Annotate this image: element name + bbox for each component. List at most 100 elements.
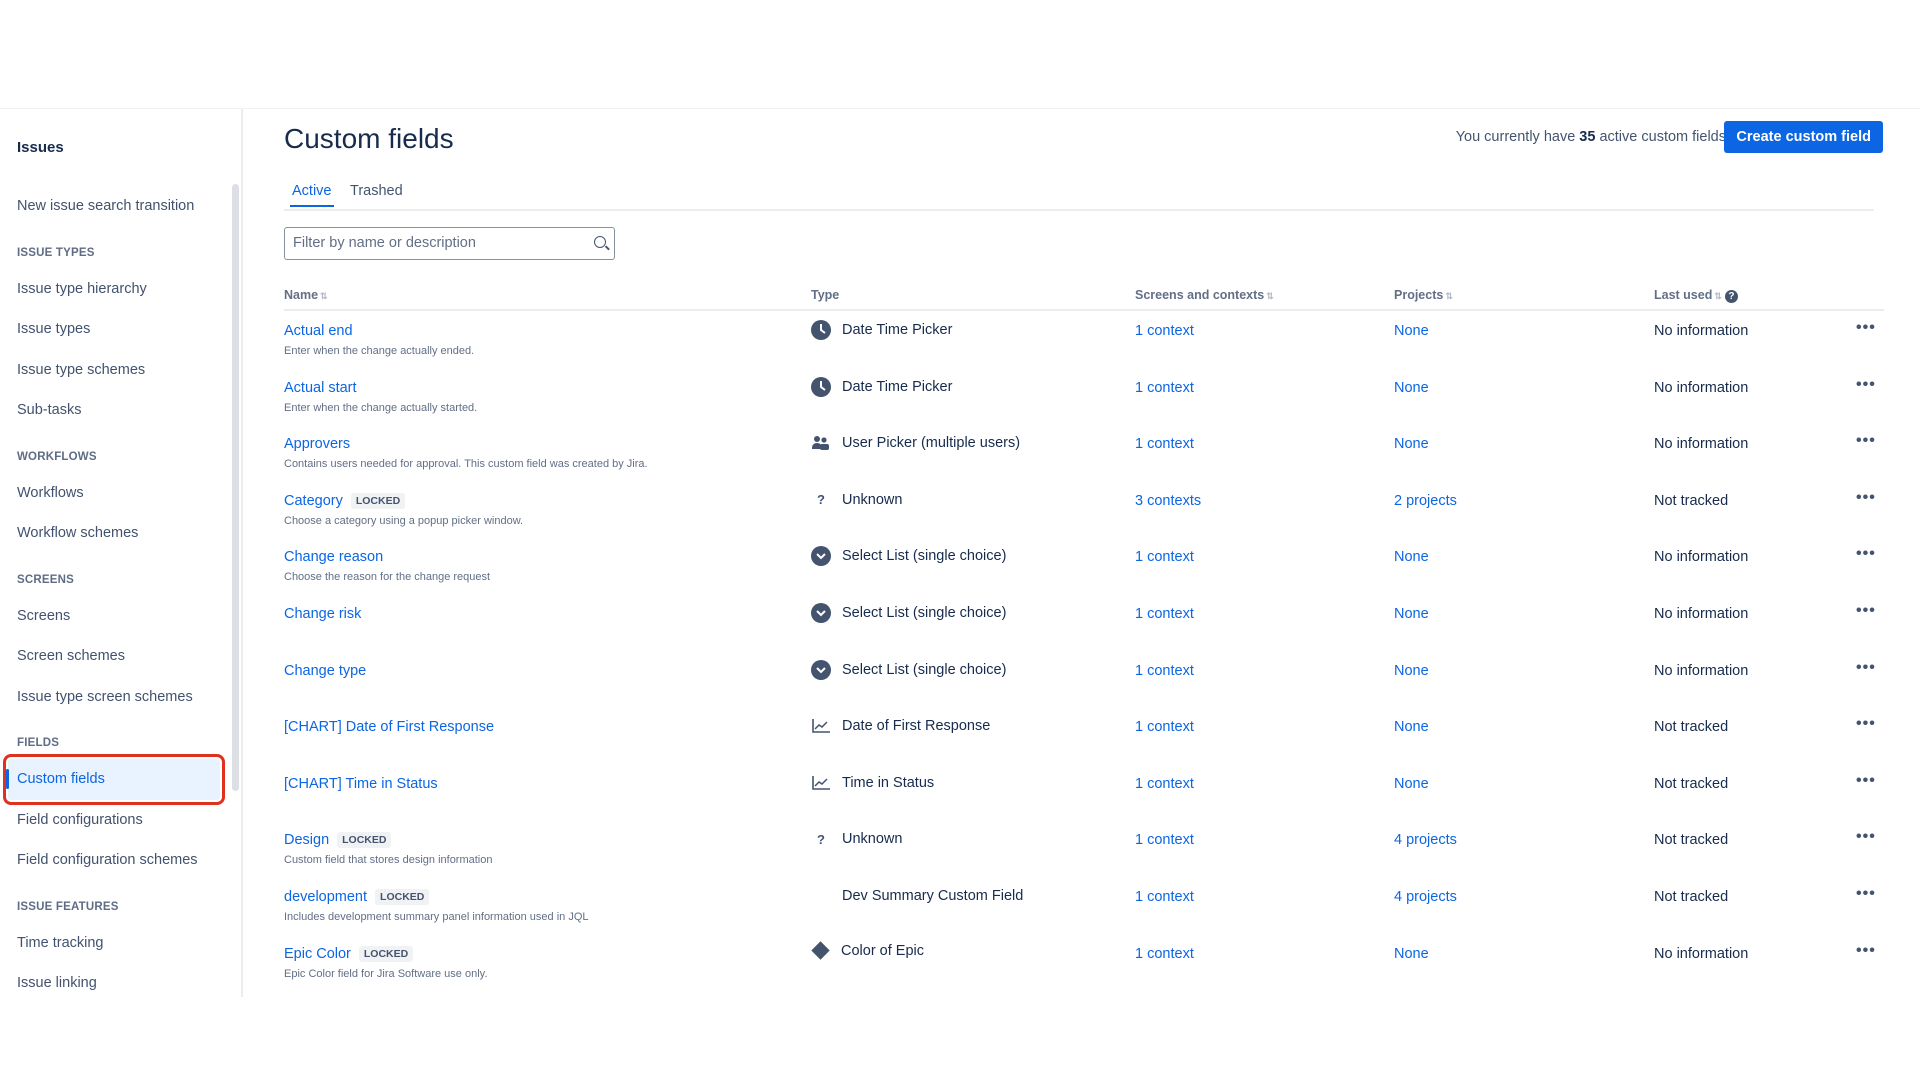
projects-link[interactable]: 2 projects xyxy=(1394,492,1457,509)
filter-input[interactable]: Filter by name or description xyxy=(284,227,615,260)
projects-link[interactable]: None xyxy=(1394,605,1429,622)
field-name-cell: Change reason xyxy=(284,549,383,565)
sidebar-item-issue-type-schemes[interactable]: Issue type schemes xyxy=(17,361,146,378)
field-name-link[interactable]: [CHART] Date of First Response xyxy=(284,719,495,736)
field-type-label: Date of First Response xyxy=(842,718,991,735)
app: Issues New issue search transition ISSUE … xyxy=(0,108,1920,997)
sidebar-item-issue-linking[interactable]: Issue linking xyxy=(17,975,97,991)
sidebar-item-issue-type-hierarchy[interactable]: Issue type hierarchy xyxy=(17,280,147,297)
projects-link[interactable]: None xyxy=(1394,945,1429,962)
sidebar-item-field-configurations[interactable]: Field configurations xyxy=(17,811,143,828)
question-icon: ? xyxy=(817,831,825,847)
sidebar-item-workflow-schemes[interactable]: Workflow schemes xyxy=(17,525,139,541)
field-name-link[interactable]: Actual end xyxy=(284,323,353,339)
field-name-cell: Change risk xyxy=(284,606,361,622)
more-actions-button[interactable]: ••• xyxy=(1856,828,1876,846)
field-name-link[interactable]: [CHART] Time in Status xyxy=(284,775,438,792)
column-projects[interactable]: Projects ⇅ xyxy=(1394,288,1453,302)
more-actions-button[interactable]: ••• xyxy=(1856,432,1876,450)
field-name-link[interactable]: Epic Color xyxy=(284,945,351,962)
last-used: No information xyxy=(1654,323,1749,339)
more-actions-button[interactable]: ••• xyxy=(1856,601,1876,619)
more-actions-button[interactable]: ••• xyxy=(1856,658,1876,676)
field-name-link[interactable]: Change risk xyxy=(284,605,362,622)
more-actions-button[interactable]: ••• xyxy=(1856,884,1876,902)
locked-badge: LOCKED xyxy=(375,888,430,905)
sidebar-section-heading: WORKFLOWS xyxy=(17,450,97,463)
contexts-link[interactable]: 1 context xyxy=(1135,323,1194,339)
field-type: Select List (single choice) xyxy=(811,602,1006,623)
sidebar-item-issue-types[interactable]: Issue types xyxy=(17,321,91,337)
sidebar-section-heading: ISSUE TYPES xyxy=(17,246,95,259)
projects-link[interactable]: None xyxy=(1394,719,1429,736)
field-name-link[interactable]: Change reason xyxy=(284,549,384,566)
sidebar-title: Issues xyxy=(17,139,64,156)
projects-link[interactable]: None xyxy=(1394,323,1429,339)
tab-trashed[interactable]: Trashed xyxy=(350,183,403,199)
column-name[interactable]: Name ⇅ xyxy=(284,288,328,302)
help-icon[interactable]: ? xyxy=(1724,290,1738,303)
create-custom-field-button[interactable]: Create custom field xyxy=(1724,121,1883,153)
more-actions-button[interactable]: ••• xyxy=(1856,375,1876,393)
column-last-used[interactable]: Last used ⇅? xyxy=(1654,288,1738,303)
table-row: [CHART] Time in Status Time in Status 1 co… xyxy=(284,764,1884,821)
projects-link[interactable]: 4 projects xyxy=(1394,832,1457,849)
sidebar-section-heading: FIELDS xyxy=(17,737,60,749)
field-type: Dev Summary Custom Field xyxy=(811,886,1023,906)
clock-icon xyxy=(811,376,831,397)
contexts-link[interactable]: 1 context xyxy=(1135,549,1194,566)
projects-link[interactable]: None xyxy=(1394,549,1429,566)
more-actions-button[interactable]: ••• xyxy=(1856,545,1876,563)
field-name-link[interactable]: Design xyxy=(284,832,330,849)
contexts-link[interactable]: 1 context xyxy=(1135,832,1194,849)
sidebar-item-custom-fields[interactable]: Custom fields xyxy=(3,754,225,805)
sidebar-scrollbar[interactable] xyxy=(232,184,239,791)
more-actions-button[interactable]: ••• xyxy=(1856,941,1876,959)
projects-link[interactable]: 4 projects xyxy=(1394,888,1457,905)
field-description: Contains users needed for approval. This… xyxy=(284,458,648,471)
sidebar-item-issue-type-screen-schemes[interactable]: Issue type screen schemes xyxy=(17,688,193,705)
contexts-link[interactable]: 1 context xyxy=(1135,775,1194,792)
contexts-link[interactable]: 1 context xyxy=(1135,662,1194,679)
field-type: Date Time Picker xyxy=(811,376,952,397)
projects-link[interactable]: None xyxy=(1394,379,1429,396)
more-actions-button[interactable]: ••• xyxy=(1856,715,1876,733)
contexts-link[interactable]: 1 context xyxy=(1135,436,1194,453)
sidebar-item-screen-schemes[interactable]: Screen schemes xyxy=(17,648,125,664)
contexts-link[interactable]: 1 context xyxy=(1135,888,1194,905)
contexts-link[interactable]: 1 context xyxy=(1135,719,1194,736)
code-icon xyxy=(811,886,831,906)
clock-icon xyxy=(811,320,831,340)
table-row: Approvers Contains users needed for appro… xyxy=(284,424,1884,481)
field-description: Epic Color field for Jira Software use o… xyxy=(284,967,488,980)
contexts-link[interactable]: 1 context xyxy=(1135,605,1194,622)
count-prefix: You currently have xyxy=(1455,129,1576,145)
more-actions-button[interactable]: ••• xyxy=(1856,319,1876,336)
sidebar-item-time-tracking[interactable]: Time tracking xyxy=(17,934,104,951)
field-name-link[interactable]: Change type xyxy=(284,662,367,679)
sidebar-item-field-configuration-schemes[interactable]: Field configuration schemes xyxy=(17,852,198,868)
field-name-link[interactable]: Actual start xyxy=(284,379,357,396)
more-actions-button[interactable]: ••• xyxy=(1856,488,1876,506)
table-row: [CHART] Date of First Response Date of Fi… xyxy=(284,707,1884,764)
field-name-link[interactable]: Approvers xyxy=(284,436,351,453)
projects-link[interactable]: None xyxy=(1394,775,1429,792)
field-description: Enter when the change actually started. xyxy=(284,401,478,414)
sidebar-item-sub-tasks[interactable]: Sub-tasks xyxy=(17,402,82,418)
tab-active[interactable]: Active xyxy=(290,183,334,207)
field-name-link[interactable]: Category xyxy=(284,492,343,509)
sidebar-item-new-issue-search-transition[interactable]: New issue search transition xyxy=(17,198,195,214)
contexts-link[interactable]: 3 contexts xyxy=(1135,492,1202,509)
field-name-cell: Actual start xyxy=(284,380,357,396)
table-row: development LOCKED Includes development su… xyxy=(284,877,1884,934)
field-type: Date of First Response xyxy=(811,716,990,736)
field-name-link[interactable]: development xyxy=(284,888,368,905)
sidebar-item-workflows[interactable]: Workflows xyxy=(17,484,84,501)
sidebar-item-screens[interactable]: Screens xyxy=(17,607,71,624)
more-actions-button[interactable]: ••• xyxy=(1856,771,1876,789)
projects-link[interactable]: None xyxy=(1394,662,1429,679)
contexts-link[interactable]: 1 context xyxy=(1135,945,1194,962)
contexts-link[interactable]: 1 context xyxy=(1135,379,1194,396)
column-screens[interactable]: Screens and contexts ⇅ xyxy=(1135,288,1274,302)
projects-link[interactable]: None xyxy=(1394,436,1429,453)
